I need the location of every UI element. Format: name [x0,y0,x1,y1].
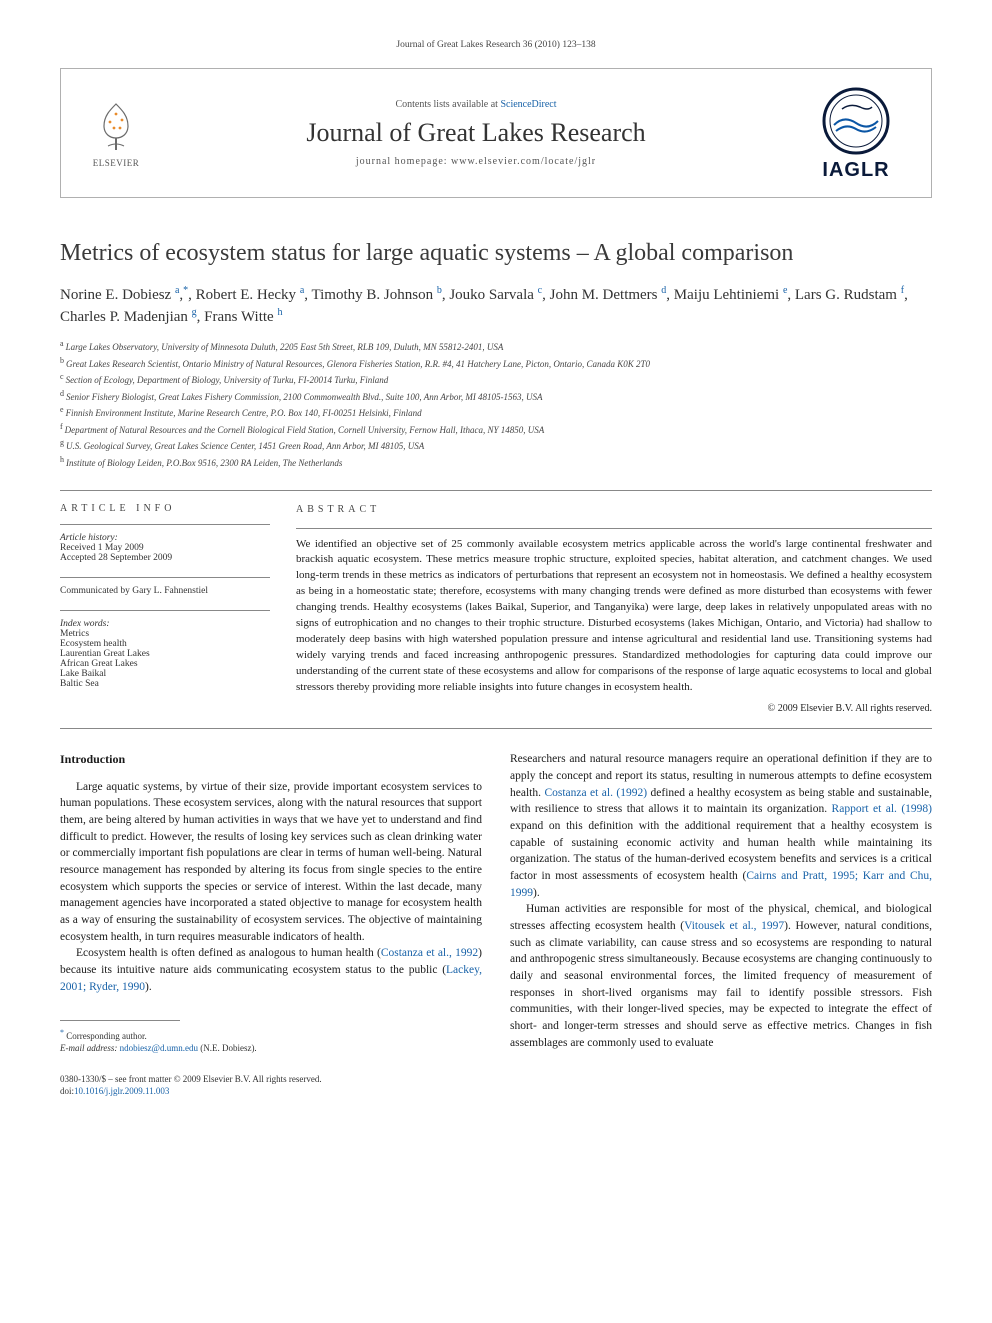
footnote-rule [60,1020,180,1021]
author: Jouko Sarvala c [449,287,542,303]
col2-paragraph-2: Human activities are responsible for mos… [510,901,932,1051]
abstract-text: We identified an objective set of 25 com… [296,537,932,696]
abstract-column: ABSTRACT We identified an objective set … [296,503,932,716]
body-column-left: Introduction Large aquatic systems, by v… [60,751,482,1098]
col2-p1-d: ). [533,887,540,899]
affiliation-list: aLarge Lakes Observatory, University of … [60,338,932,470]
doi-line: doi:10.1016/j.jglr.2009.11.003 [60,1085,482,1098]
affiliation: bGreat Lakes Research Scientist, Ontario… [60,355,932,372]
info-rule-2 [60,577,270,578]
doi-link[interactable]: 10.1016/j.jglr.2009.11.003 [74,1086,169,1096]
affiliation: cSection of Ecology, Department of Biolo… [60,371,932,388]
affiliation: fDepartment of Natural Resources and the… [60,421,932,438]
journal-name: Journal of Great Lakes Research [306,118,645,148]
info-rule-3 [60,610,270,611]
citation-vitousek-1997[interactable]: Vitousek et al., 1997 [684,920,784,932]
affiliation: eFinnish Environment Institute, Marine R… [60,404,932,421]
author: Maiju Lehtiniemi e [674,287,788,303]
affiliation: hInstitute of Biology Leiden, P.O.Box 95… [60,454,932,471]
affiliation: gU.S. Geological Survey, Great Lakes Sci… [60,437,932,454]
iaglr-globe-icon [820,85,892,157]
footer-block: 0380-1330/$ – see front matter © 2009 El… [60,1073,482,1098]
author: John M. Dettmers d [550,287,667,303]
intro-p2-a: Ecosystem health is often defined as ana… [76,947,381,959]
email-line: E-mail address: ndobiesz@d.umn.edu (N.E.… [60,1042,482,1055]
author: Norine E. Dobiesz a,* [60,287,188,303]
intro-p2-c: ). [145,981,152,993]
email-label: E-mail address: [60,1043,117,1053]
index-word: Laurentian Great Lakes [60,649,270,659]
article-info-heading: ARTICLE INFO [60,503,270,514]
article-info-column: ARTICLE INFO Article history: Received 1… [60,503,270,716]
introduction-heading: Introduction [60,751,482,768]
publisher-logo-container: ELSEVIER [61,69,171,197]
masthead: ELSEVIER Contents lists available at Sci… [60,68,932,198]
contents-prefix: Contents lists available at [395,99,500,110]
index-word: Ecosystem health [60,639,270,649]
author: Charles P. Madenjian g [60,309,197,325]
society-logo-container: IAGLR [781,69,931,197]
article-title: Metrics of ecosystem status for large aq… [60,238,932,268]
masthead-center: Contents lists available at ScienceDirec… [171,69,781,197]
email-suffix: (N.E. Dobiesz). [200,1043,256,1053]
index-word: Metrics [60,629,270,639]
footnotes: * Corresponding author. E-mail address: … [60,1027,482,1055]
author: Lars G. Rudstam f [795,287,904,303]
index-word: Baltic Sea [60,679,270,689]
citation-costanza-1992[interactable]: Costanza et al., 1992 [381,947,478,959]
iaglr-text: IAGLR [822,159,889,182]
top-rule [60,490,932,491]
corresponding-label: Corresponding author. [66,1031,147,1041]
iaglr-logo: IAGLR [820,85,892,182]
affiliation: aLarge Lakes Observatory, University of … [60,338,932,355]
accepted-date: Accepted 28 September 2009 [60,553,270,563]
col2-paragraph-1: Researchers and natural resource manager… [510,751,932,901]
journal-homepage: journal homepage: www.elsevier.com/locat… [356,156,596,167]
index-word: Lake Baikal [60,669,270,679]
index-words-label: Index words: [60,619,270,629]
corresponding-email-link[interactable]: ndobiesz@d.umn.edu [120,1043,198,1053]
citation-rapport-1998[interactable]: Rapport et al. (1998) [832,803,932,815]
col2-p2-b: ). However, natural conditions, such as … [510,920,932,1049]
elsevier-logo: ELSEVIER [88,98,144,168]
body-columns: Introduction Large aquatic systems, by v… [60,751,932,1098]
article-history-label: Article history: [60,533,270,543]
intro-paragraph-2: Ecosystem health is often defined as ana… [60,945,482,995]
doi-label: doi: [60,1086,74,1096]
abstract-copyright: © 2009 Elsevier B.V. All rights reserved… [296,702,932,717]
abstract-heading: ABSTRACT [296,503,932,518]
contents-available-line: Contents lists available at ScienceDirec… [395,99,556,110]
elsevier-wordmark: ELSEVIER [93,158,140,168]
bottom-rule [60,728,932,729]
author: Robert E. Hecky a [196,287,305,303]
page: Journal of Great Lakes Research 36 (2010… [0,0,992,1128]
communicated-by: Communicated by Gary L. Fahnenstiel [60,586,270,596]
info-rule-1 [60,524,270,525]
author-list: Norine E. Dobiesz a,*, Robert E. Hecky a… [60,284,932,328]
index-word: African Great Lakes [60,659,270,669]
affiliation: dSenior Fishery Biologist, Great Lakes F… [60,388,932,405]
info-abstract-row: ARTICLE INFO Article history: Received 1… [60,503,932,716]
author: Frans Witte h [204,309,282,325]
body-column-right: Researchers and natural resource manager… [510,751,932,1098]
sciencedirect-link[interactable]: ScienceDirect [500,99,556,110]
intro-paragraph-1: Large aquatic systems, by virtue of thei… [60,779,482,946]
abstract-rule [296,528,932,529]
corresponding-author-note: * Corresponding author. [60,1027,482,1043]
index-words: MetricsEcosystem healthLaurentian Great … [60,629,270,689]
citation-costanza-1992b[interactable]: Costanza et al. (1992) [544,787,647,799]
received-date: Received 1 May 2009 [60,543,270,553]
author: Timothy B. Johnson b [312,287,442,303]
running-header: Journal of Great Lakes Research 36 (2010… [60,40,932,50]
front-matter-line: 0380-1330/$ – see front matter © 2009 El… [60,1073,482,1086]
elsevier-tree-icon [88,98,144,154]
